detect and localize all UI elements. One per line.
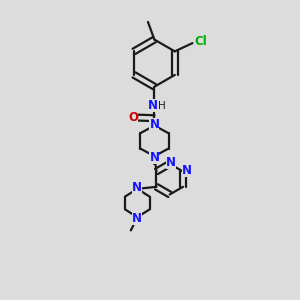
Text: N: N <box>132 181 142 194</box>
Text: N: N <box>149 151 159 164</box>
Text: N: N <box>182 164 192 177</box>
Text: N: N <box>132 212 142 225</box>
Text: Cl: Cl <box>194 35 207 48</box>
Text: O: O <box>128 111 138 124</box>
Text: H: H <box>158 101 166 111</box>
Text: N: N <box>166 156 176 169</box>
Text: N: N <box>149 118 159 131</box>
Text: N: N <box>148 99 158 112</box>
